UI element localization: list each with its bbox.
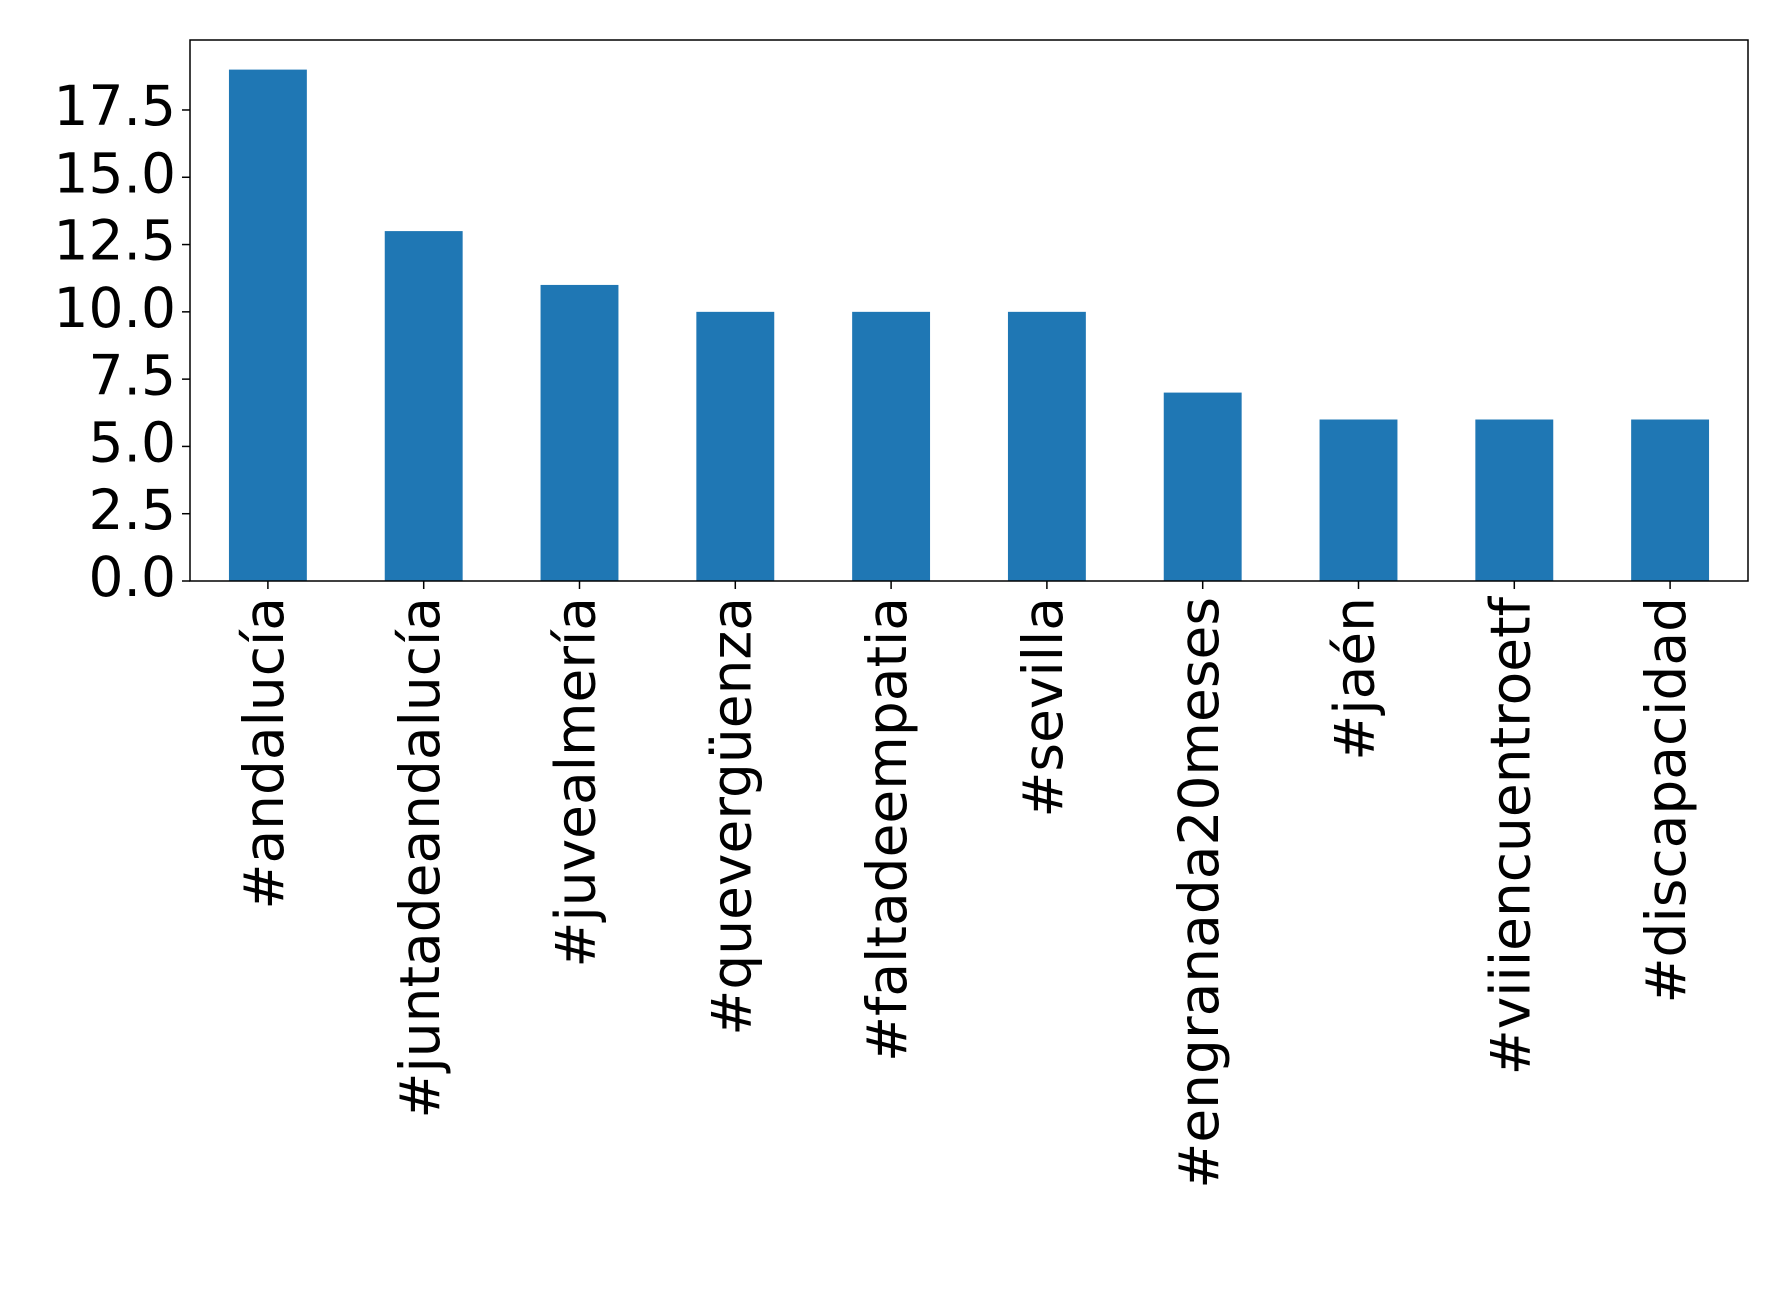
x-tick-label: #engranada20meses [1167, 597, 1231, 1189]
x-tick-label: #faltadeempatia [855, 597, 919, 1062]
x-tick-label: #jaén [1323, 597, 1387, 761]
bar [228, 69, 307, 581]
bar [1631, 419, 1710, 581]
bar [696, 311, 775, 581]
y-tick-label: 10.0 [54, 276, 176, 340]
y-tick-label: 17.5 [54, 74, 176, 138]
x-tick-label: #sevilla [1011, 597, 1075, 818]
y-tick-label: 2.5 [89, 478, 176, 542]
x-tick-label: #juvealmería [544, 597, 608, 968]
bar [1475, 419, 1554, 581]
bar [1007, 311, 1086, 581]
y-tick-label: 15.0 [54, 141, 176, 205]
bar [384, 231, 463, 582]
plot-frame [189, 39, 1749, 582]
x-tick-label: #viiiencuentroetf [1478, 595, 1542, 1075]
x-tick-label: #juntadeandalucía [388, 597, 452, 1119]
bar [1319, 419, 1398, 581]
x-tick-label: #andalucía [232, 597, 296, 910]
x-tick-label: #discapacidad [1634, 597, 1698, 1004]
y-tick-label: 7.5 [89, 343, 176, 407]
y-tick-label: 0.0 [89, 545, 176, 609]
bar [540, 284, 619, 581]
bar [852, 311, 931, 581]
bar [1163, 392, 1242, 581]
x-tick-label: #quevergüenza [699, 597, 763, 1036]
y-tick-label: 12.5 [54, 209, 176, 273]
y-tick-label: 5.0 [89, 411, 176, 475]
